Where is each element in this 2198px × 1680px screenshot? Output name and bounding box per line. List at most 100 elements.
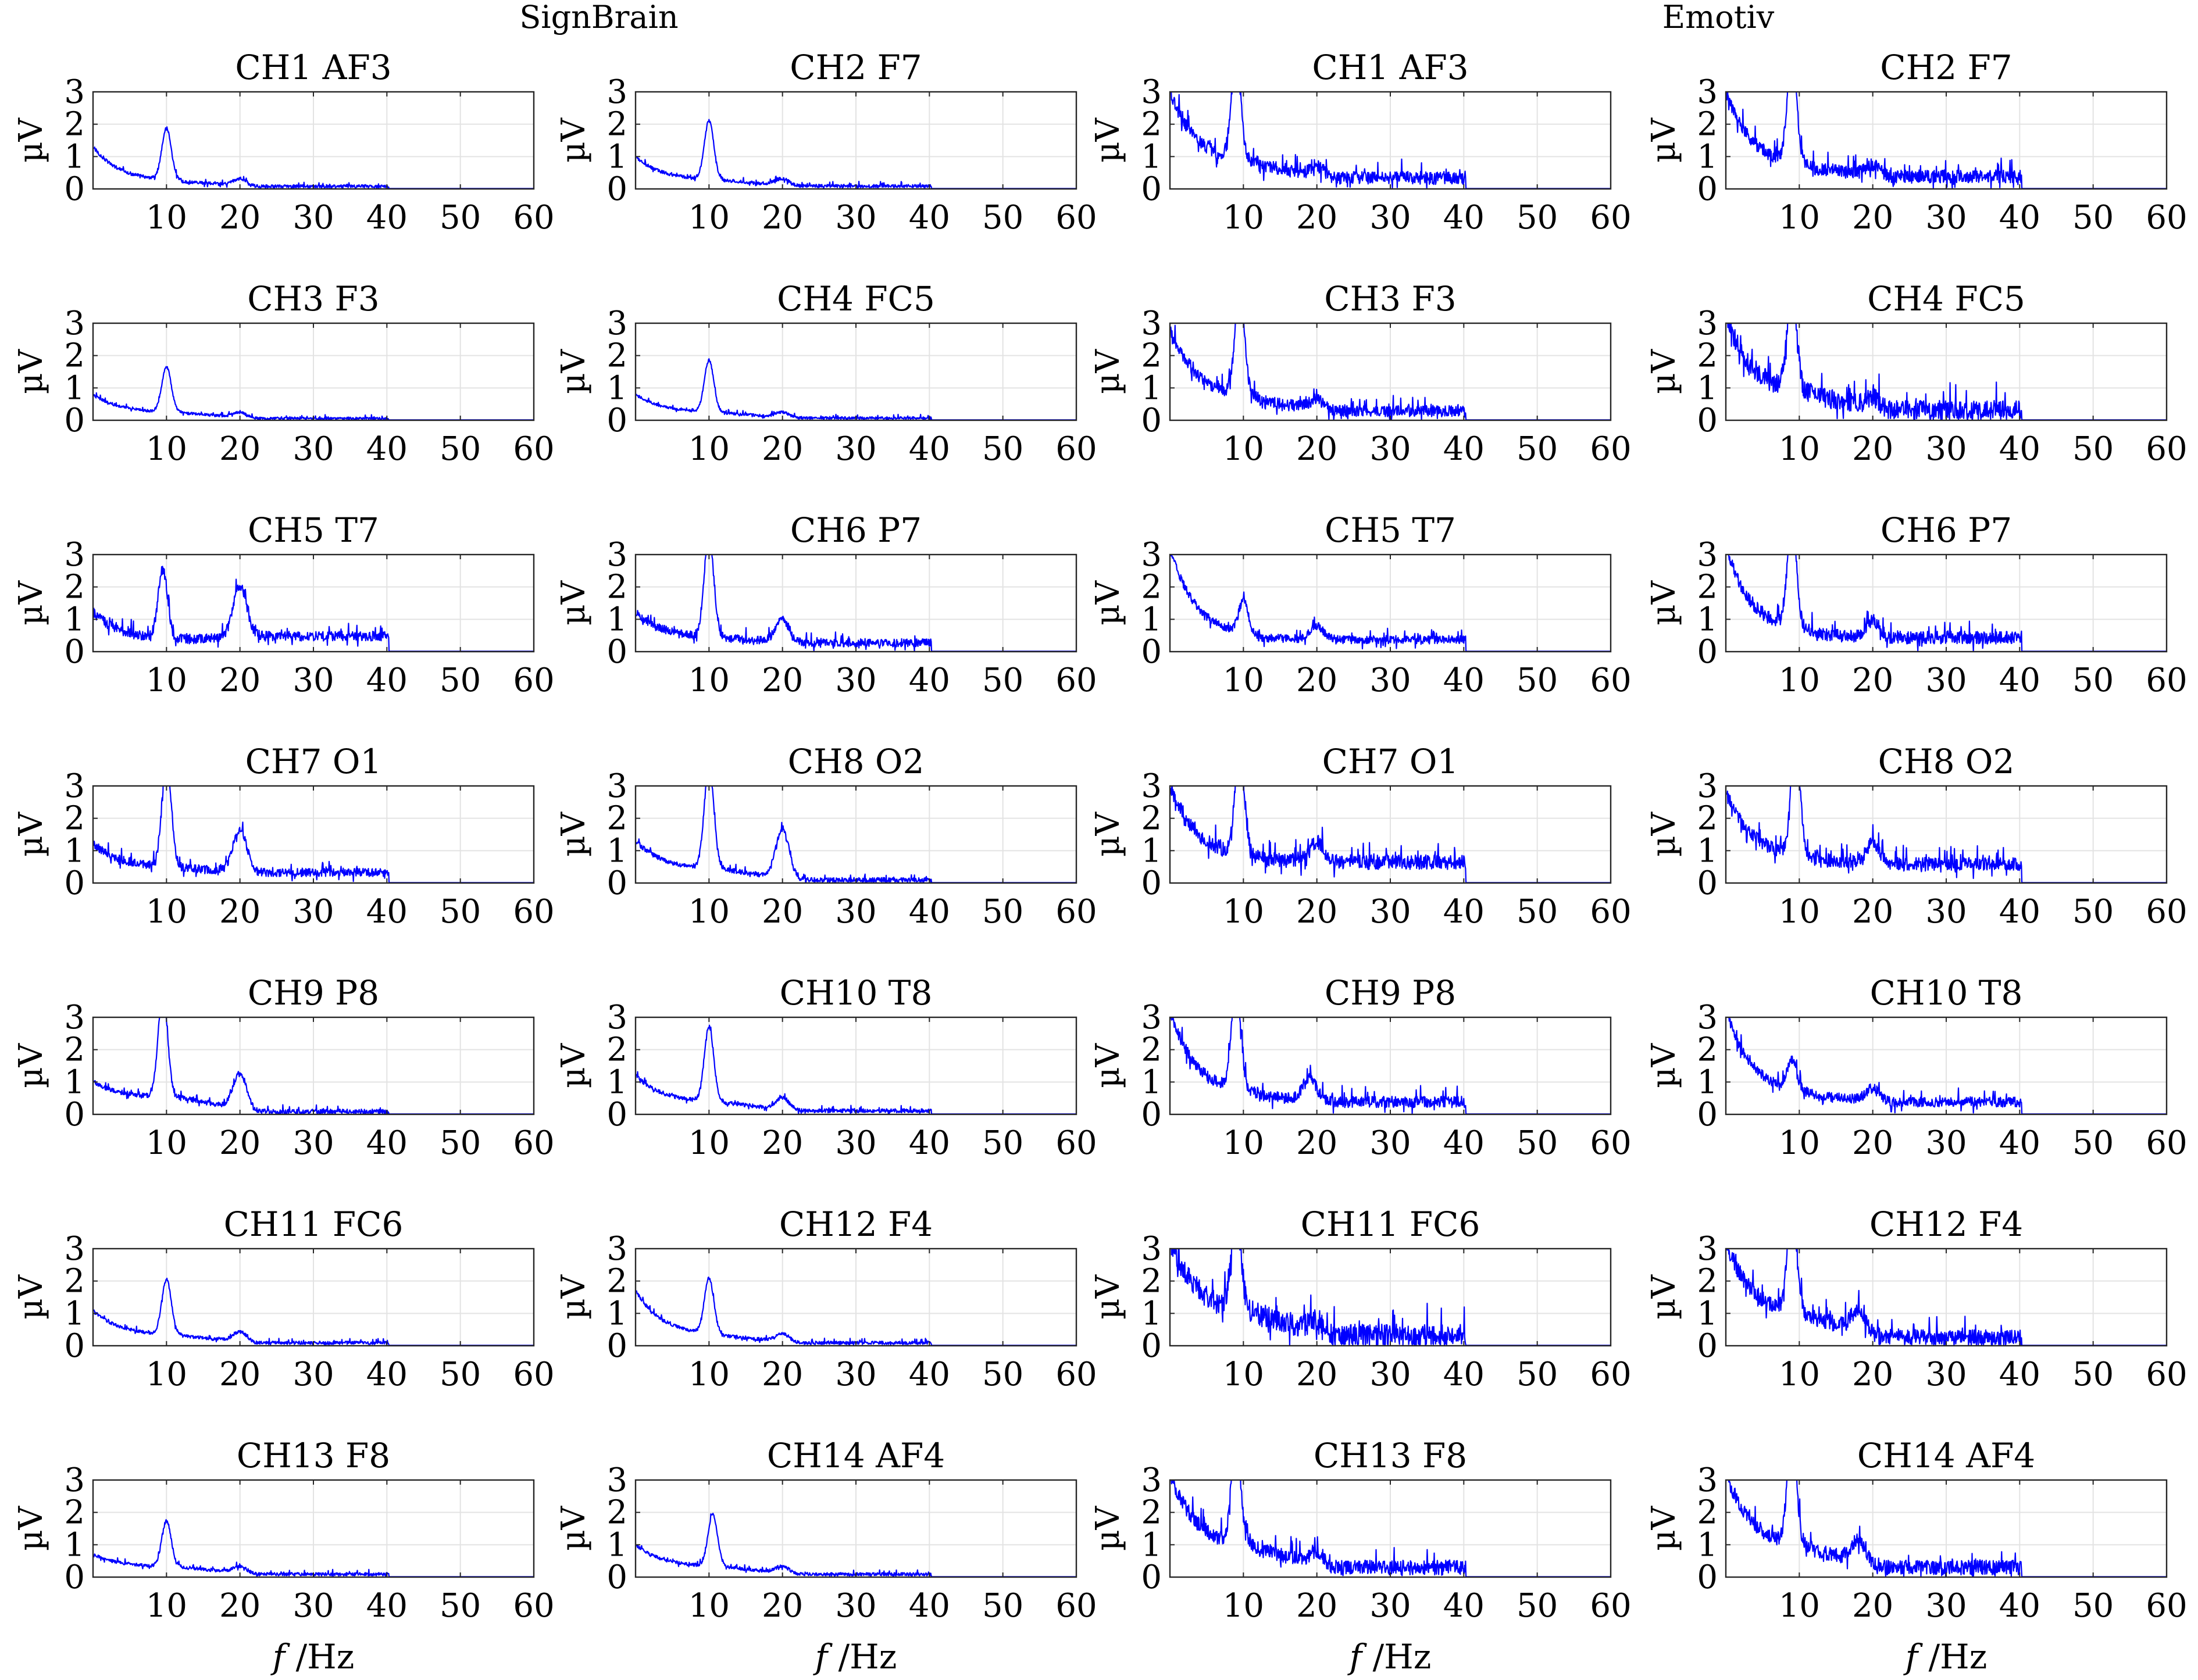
y-tick-label: 3 [1141,1230,1162,1268]
x-tick-label: 10 [146,199,187,237]
y-tick-label: 0 [1141,1096,1162,1134]
y-axis-label: µV [12,1274,50,1320]
y-tick-label: 0 [606,1327,627,1365]
y-tick-label: 0 [1141,633,1162,671]
panel-title: CH13 F8 [237,1436,390,1475]
panel-title: CH6 P7 [790,510,922,550]
y-tick-label: 0 [64,1559,85,1596]
panel-title: CH1 AF3 [1312,48,1468,87]
x-tick-label: 20 [762,893,803,931]
y-tick-label: 0 [1697,170,1718,208]
x-tick-label: 50 [2072,1587,2114,1625]
y-tick-label: 0 [64,402,85,439]
y-tick-label: 2 [606,337,627,375]
y-tick-label: 2 [606,1494,627,1532]
x-tick-label: 60 [2146,199,2187,237]
x-tick-label: 30 [835,1356,876,1393]
y-tick-label: 1 [1141,1063,1162,1101]
panel-title: CH2 F7 [790,48,922,87]
panel-title: CH1 AF3 [235,48,391,87]
x-tick-label: 10 [146,1356,187,1393]
y-tick-label: 1 [1141,600,1162,638]
y-tick-label: 1 [1141,369,1162,407]
y-axis-label: µV [1645,117,1683,163]
y-tick-label: 0 [606,1559,627,1596]
x-axis-label: f /Hz [1903,1637,1988,1677]
x-tick-label: 20 [219,1587,261,1625]
x-tick-label: 30 [292,1356,334,1393]
x-tick-label: 10 [688,199,730,237]
x-tick-label: 10 [688,430,730,468]
y-tick-label: 3 [64,536,85,574]
y-tick-label: 0 [606,633,627,671]
y-axis-label: µV [1645,1043,1683,1088]
x-tick-label: 30 [292,199,334,237]
x-tick-label: 10 [1223,1587,1264,1625]
y-tick-label: 1 [64,832,85,870]
x-tick-label: 30 [835,199,876,237]
panel-title: CH3 F3 [247,279,379,319]
x-tick-label: 30 [1369,1587,1411,1625]
y-axis-label: µV [1089,812,1127,857]
y-axis-label: µV [555,812,593,857]
panel-title: CH3 F3 [1324,279,1456,319]
y-tick-label: 1 [64,1063,85,1101]
x-tick-label: 20 [1852,893,1893,931]
y-tick-label: 3 [64,305,85,342]
y-tick-label: 1 [1697,832,1718,870]
x-tick-label: 20 [1852,1124,1893,1162]
x-tick-label: 20 [219,199,261,237]
y-tick-label: 3 [1697,305,1718,342]
y-tick-label: 0 [64,1096,85,1134]
y-tick-label: 3 [1697,767,1718,805]
x-tick-label: 20 [1296,1587,1337,1625]
y-axis-label: µV [555,1043,593,1088]
x-tick-label: 30 [292,662,334,699]
x-tick-label: 60 [513,662,554,699]
x-tick-label: 10 [1779,1587,1820,1625]
x-axis-label-unit: /Hz [1918,1637,1987,1677]
x-tick-label: 40 [366,1587,408,1625]
y-tick-label: 0 [64,633,85,671]
x-tick-label: 20 [1852,430,1893,468]
y-tick-label: 1 [606,138,627,176]
x-tick-label: 20 [1852,199,1893,237]
x-tick-label: 60 [2146,662,2187,699]
x-tick-label: 40 [1443,1587,1485,1625]
x-tick-label: 40 [1999,430,2040,468]
panel-title: CH9 P8 [248,973,379,1013]
x-tick-label: 40 [366,662,408,699]
x-tick-label: 10 [1779,662,1820,699]
y-tick-label: 1 [1141,1295,1162,1332]
x-tick-label: 60 [513,1124,554,1162]
x-tick-label: 60 [1055,1124,1097,1162]
x-tick-label: 30 [835,430,876,468]
y-tick-label: 3 [1697,73,1718,111]
y-tick-label: 0 [1697,633,1718,671]
y-tick-label: 3 [64,767,85,805]
x-tick-label: 50 [982,1124,1023,1162]
y-tick-label: 0 [64,1327,85,1365]
y-tick-label: 1 [1697,138,1718,176]
x-tick-label: 50 [982,662,1023,699]
x-tick-label: 40 [1999,1124,2040,1162]
y-tick-label: 3 [64,999,85,1036]
y-tick-label: 3 [64,1230,85,1268]
x-tick-label: 20 [1852,1356,1893,1393]
x-tick-label: 60 [2146,1587,2187,1625]
panel-title: CH9 P8 [1325,973,1456,1013]
x-tick-label: 20 [219,1124,261,1162]
y-tick-label: 3 [606,1461,627,1499]
y-tick-label: 2 [606,1031,627,1069]
y-axis-label: µV [1089,349,1127,394]
y-axis-label: µV [1645,1274,1683,1320]
x-tick-label: 50 [440,1124,481,1162]
x-tick-label: 40 [909,430,950,468]
x-tick-label: 60 [513,893,554,931]
panel-title: CH7 O1 [245,742,382,781]
x-tick-label: 30 [1925,1587,1967,1625]
x-axis-label-unit: /Hz [285,1637,354,1677]
